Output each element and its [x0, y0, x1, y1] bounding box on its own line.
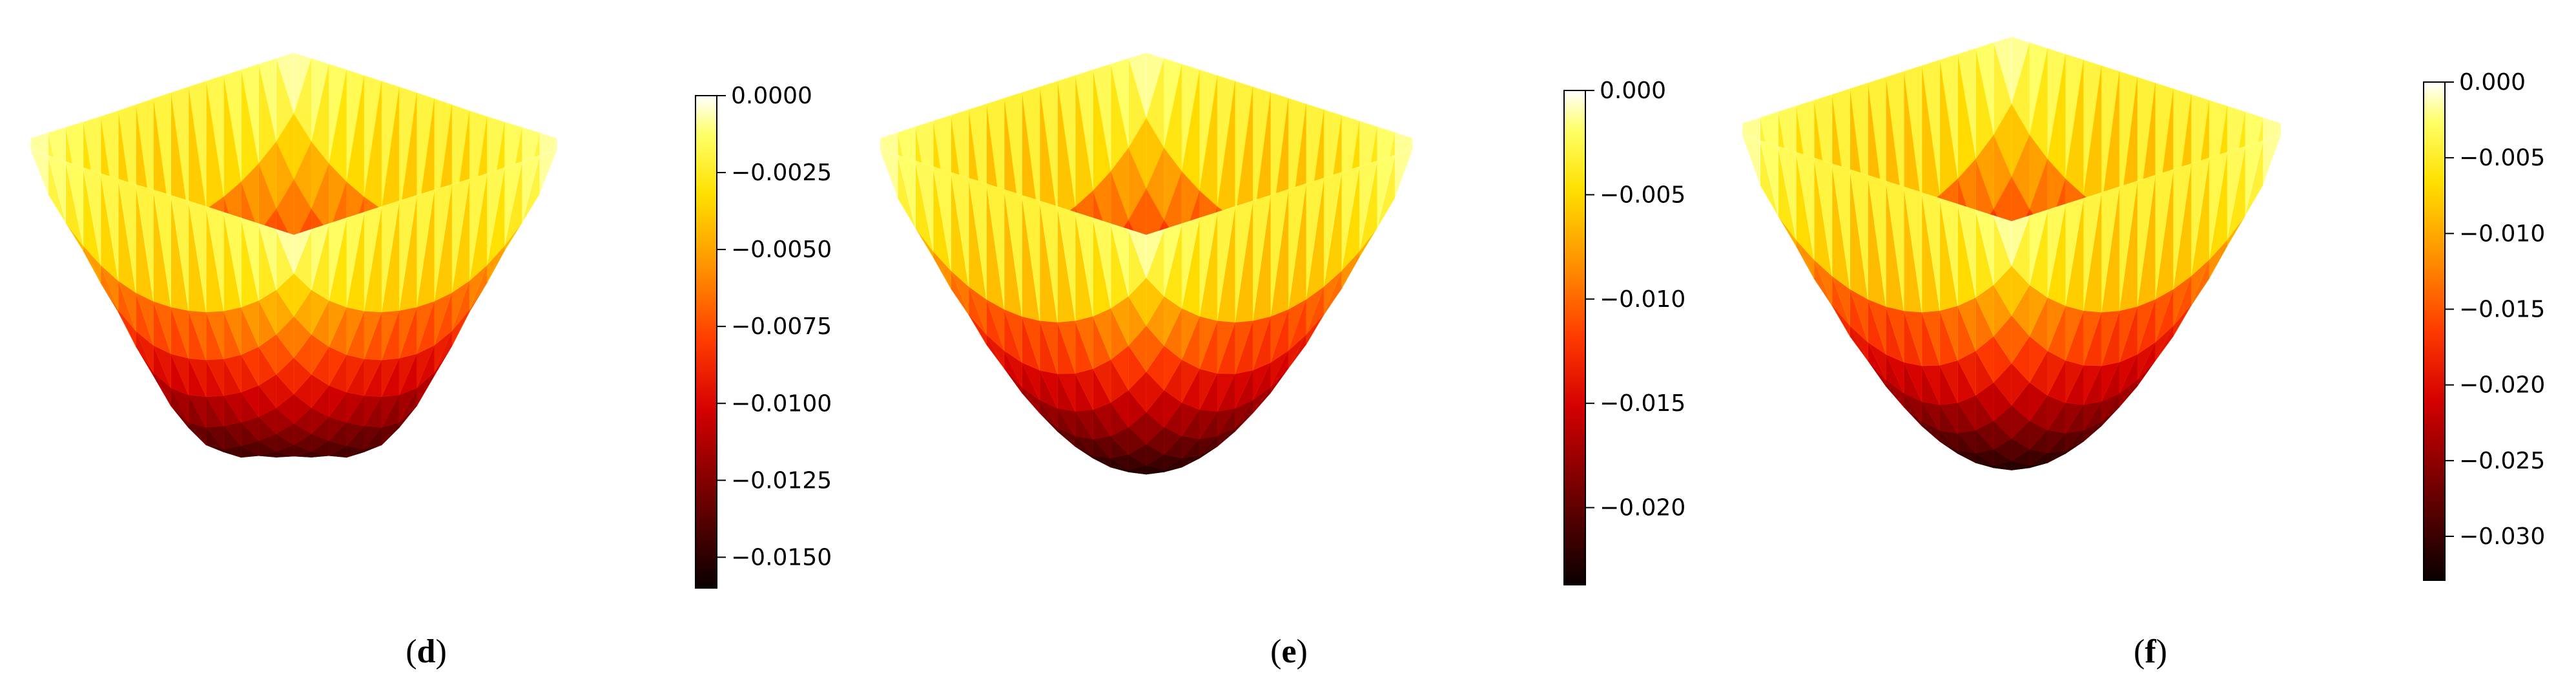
panel-label: (d): [406, 633, 447, 670]
surface-plot: [1724, 36, 2300, 470]
surface-facet: [968, 178, 987, 300]
colorbar-tick-label: −0.005: [1600, 182, 1685, 208]
surface-facet: [100, 173, 119, 281]
surface-facet: [1868, 174, 1886, 307]
surface-facet: [1939, 198, 1958, 306]
surface-facet: [47, 155, 66, 223]
colorbar-tick-label: −0.0075: [731, 313, 832, 340]
surface-plot: [861, 52, 1431, 475]
colorbar-tick-label: −0.005: [2459, 145, 2545, 171]
surface-facet: [240, 217, 259, 300]
panel-label: (e): [1270, 633, 1308, 670]
colorbar-tick-label: −0.015: [1600, 390, 1685, 417]
colorbar-tick-label: −0.025: [2459, 448, 2545, 474]
surface-facet: [861, 138, 880, 150]
surface-facet: [1724, 123, 1743, 136]
surface-facet: [1057, 206, 1076, 321]
colorbar-tick-label: −0.015: [2459, 297, 2545, 323]
surface-facet: [30, 149, 48, 194]
surface-facet: [1778, 146, 1797, 240]
panel-label: (f): [2134, 633, 2167, 670]
surface-facet: [1921, 192, 1941, 311]
surface-facet: [1813, 157, 1833, 277]
surface-facet: [1110, 223, 1129, 297]
colorbar-tick-label: 0.000: [2459, 69, 2526, 96]
colorbar-tick-label: −0.0100: [731, 390, 832, 417]
colorbar-tick-label: −0.0150: [731, 544, 832, 571]
colorbar-tick-label: −0.010: [1600, 286, 1685, 313]
colorbar-tick-label: −0.010: [2459, 220, 2545, 247]
surface-facet: [1039, 200, 1058, 322]
surface-facet: [1993, 215, 2012, 266]
surface-facet: [1957, 204, 1976, 298]
surface-facet: [933, 166, 951, 271]
surface-facet: [1004, 189, 1022, 317]
colorbar-tick-label: −0.020: [1600, 495, 1685, 521]
panels: 0.0000 −0.0025 −0.0050 −0.0075 −0.0100 −0.012…: [12, 36, 2545, 670]
surface-facet: [65, 161, 84, 246]
colorbar-tick-label: −0.0025: [731, 160, 832, 186]
colorbar-tick-label: 0.0000: [731, 83, 812, 109]
surface-facet: [539, 149, 558, 194]
surface-facet: [1831, 163, 1850, 289]
surface-facet: [1128, 229, 1147, 278]
colorbar-tick-label: −0.0050: [731, 236, 832, 263]
surface-facet: [557, 138, 575, 151]
colorbar: [695, 95, 717, 589]
surface-facet: [986, 183, 1005, 310]
colorbar: [2423, 81, 2446, 581]
surface-facet: [1394, 149, 1413, 198]
colorbar-tick-label: 0.000: [1600, 78, 1666, 104]
surface-facet: [1075, 211, 1093, 317]
surface-facet: [170, 194, 189, 311]
surface-facet: [223, 211, 242, 308]
surface-facet: [153, 189, 172, 308]
surface-facet: [1022, 194, 1040, 321]
surface-facet: [951, 172, 969, 287]
surface-facet: [276, 229, 294, 273]
surface-facet: [2263, 134, 2282, 185]
surface-facet: [258, 223, 277, 290]
surface-facet: [1975, 209, 1994, 285]
surface-facet: [1760, 140, 1778, 216]
surface-facet: [205, 206, 224, 311]
panel-e: 0.000 −0.005 −0.010 −0.015 −0.020 (e): [861, 52, 1685, 670]
panel-f: 0.000 −0.005 −0.010 −0.015 −0.020 −0.025 −0.03…: [1724, 36, 2545, 670]
surface-facet: [83, 167, 101, 266]
surface-facet: [188, 200, 207, 312]
surface-facet: [2280, 123, 2300, 136]
colorbar: [1563, 90, 1586, 585]
surface-facet: [135, 184, 154, 302]
colorbar-tick-label: −0.0125: [731, 467, 832, 494]
colorbar-tick-label: −0.030: [2459, 523, 2545, 550]
surface-plot: [12, 52, 575, 458]
surface-facet: [1795, 152, 1815, 260]
surface-facet: [1850, 169, 1868, 300]
colorbar-tick-label: −0.020: [2459, 372, 2545, 399]
panel-d: 0.0000 −0.0025 −0.0050 −0.0075 −0.0100 −0.012…: [12, 52, 832, 670]
surface-facet: [1742, 134, 1760, 185]
surface-facet: [12, 138, 31, 151]
surface-facet: [1885, 180, 1904, 311]
surface-facet: [915, 160, 934, 251]
surface-facet: [880, 149, 898, 198]
surface-facet: [1093, 217, 1111, 309]
surface-facet: [897, 154, 916, 228]
surface-facet: [1903, 186, 1922, 313]
surface-facet: [1412, 138, 1431, 150]
surface-facet: [118, 178, 136, 293]
